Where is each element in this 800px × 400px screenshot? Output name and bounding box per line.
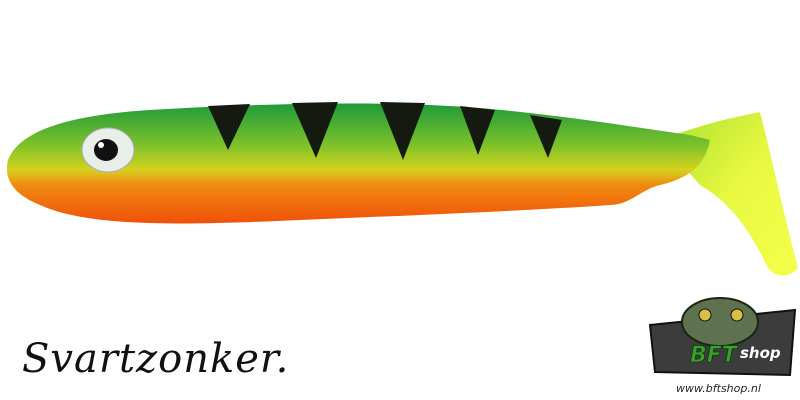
logo-eye bbox=[730, 308, 744, 322]
lure bbox=[6, 102, 798, 276]
logo-fish-head bbox=[681, 297, 759, 347]
lure-eye-pupil bbox=[94, 139, 118, 161]
stripe bbox=[530, 115, 562, 158]
logo-name: BFT bbox=[690, 343, 739, 368]
logo-suffix: shop bbox=[740, 344, 781, 362]
shop-logo: BFT shop www.bftshop.nl bbox=[648, 297, 797, 395]
lure-eye-glint bbox=[98, 142, 104, 148]
stripe bbox=[460, 106, 495, 155]
brand-text: Svartzonker. bbox=[22, 336, 289, 382]
stripe bbox=[208, 104, 250, 150]
lure-stripes bbox=[208, 102, 562, 160]
lure-body bbox=[6, 103, 711, 224]
logo-eye bbox=[698, 308, 712, 322]
stripe bbox=[380, 102, 425, 160]
logo-url: www.bftshop.nl bbox=[676, 382, 761, 395]
stripe bbox=[292, 102, 338, 158]
